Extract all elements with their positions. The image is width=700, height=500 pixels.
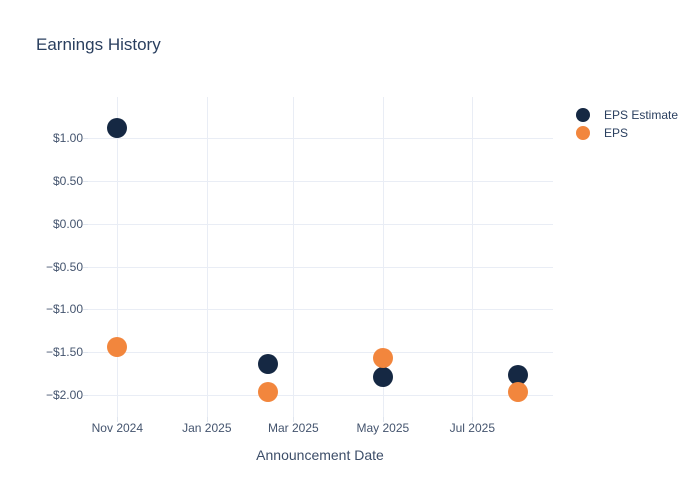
gridline (472, 97, 474, 417)
y-tick (83, 223, 88, 225)
y-tick-label: −$1.50 (45, 345, 83, 360)
y-tick (83, 352, 88, 354)
gridline (88, 180, 553, 182)
y-tick-label: −$0.50 (45, 259, 83, 274)
gridline (88, 352, 553, 354)
data-point-eps-estimate[interactable] (107, 117, 128, 138)
eps-estimate-marker-icon (576, 108, 590, 122)
legend: EPS Estimate EPS (575, 106, 678, 142)
data-point-eps[interactable] (258, 381, 279, 402)
chart-title: Earnings History (36, 35, 161, 54)
x-tick (117, 417, 119, 422)
gridline (382, 97, 384, 417)
x-tick (206, 417, 208, 422)
gridline (117, 97, 119, 417)
data-point-eps[interactable] (107, 337, 128, 358)
x-tick-label: Nov 2024 (91, 421, 144, 435)
data-point-eps-estimate[interactable] (258, 354, 279, 375)
y-tick-label: $0.00 (52, 216, 83, 231)
x-tick (382, 417, 384, 422)
x-tick (293, 417, 295, 422)
x-tick-label: May 2025 (356, 421, 410, 435)
x-tick (472, 417, 474, 422)
gridline (88, 266, 553, 268)
gridline (293, 97, 295, 417)
y-tick-label: −$1.00 (45, 302, 83, 317)
x-tick-label: Jul 2025 (449, 421, 495, 435)
y-tick-label: $0.50 (52, 173, 83, 188)
xaxis-title: Announcement Date (256, 447, 384, 463)
legend-item-eps-estimate[interactable]: EPS Estimate (575, 106, 678, 124)
gridline (88, 309, 553, 311)
legend-label: EPS (604, 126, 629, 140)
legend-item-eps[interactable]: EPS (575, 124, 678, 142)
data-point-eps[interactable] (372, 348, 393, 369)
y-tick (83, 266, 88, 268)
y-tick (83, 138, 88, 140)
gridline (206, 97, 208, 417)
y-tick-label: $1.00 (52, 131, 83, 146)
data-point-eps-estimate[interactable] (372, 367, 393, 387)
gridline (88, 223, 553, 225)
y-tick-label: −$2.00 (45, 387, 83, 402)
data-point-eps-estimate[interactable] (507, 365, 528, 386)
eps-marker-icon (576, 126, 590, 140)
x-tick-label: Jan 2025 (182, 421, 232, 435)
y-tick (83, 180, 88, 182)
x-tick-label: Mar 2025 (268, 421, 319, 435)
gridline (88, 394, 553, 396)
legend-label: EPS Estimate (604, 108, 679, 122)
data-point-eps[interactable] (507, 381, 528, 402)
y-tick (83, 309, 88, 311)
y-tick (83, 394, 88, 396)
gridline (88, 138, 553, 140)
